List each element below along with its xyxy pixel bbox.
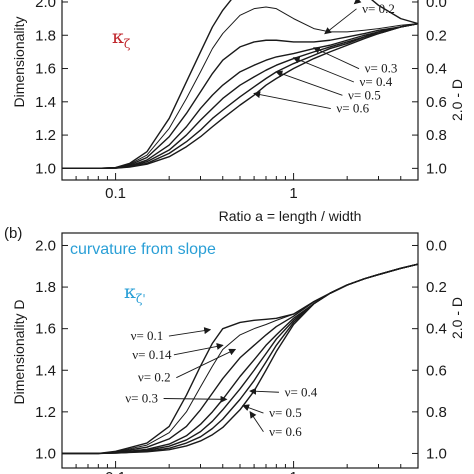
panel-b: 1.01.21.41.61.82.01.00.80.60.40.20.00.11… xyxy=(4,225,465,474)
y2-tick-label: 0.6 xyxy=(426,94,447,111)
panel-a-series-line-2 xyxy=(62,22,418,170)
x-tick-label: 0.1 xyxy=(105,469,126,474)
panel-a-kappa-sub: ζ xyxy=(124,37,131,51)
y2-tick-label: 0.0 xyxy=(426,0,447,11)
nu-arrow xyxy=(163,395,228,403)
nu-label: ν= 0.1 xyxy=(131,328,164,343)
nu-arrow xyxy=(275,70,343,96)
panel-b-annotations: ν= 0.1 ν= 0.14 ν= 0.2 ν= 0.4 ν= 0.3 ν= 0.5 ν= … xyxy=(125,327,318,439)
y-tick-label: 2.0 xyxy=(35,237,56,254)
nu-label: ν= 0.5 xyxy=(269,405,302,420)
y-tick-label: 1.2 xyxy=(35,127,56,144)
y-tick-label: 1.6 xyxy=(35,321,56,338)
panel-b-y-axis-title: Dimensionality D xyxy=(11,299,27,404)
panel-a-annotations: ν= 0.14ν= 0.2ν= 0.3ν= 0.4ν= 0.5ν= 0.6 xyxy=(253,0,398,116)
panel-a-series-line-6 xyxy=(62,22,418,170)
y-tick-label: 1.4 xyxy=(35,94,56,111)
nu-arrow xyxy=(249,411,264,433)
nu-label: ν= 0.4 xyxy=(285,384,318,399)
nu-arrow xyxy=(168,327,212,337)
panel-b-kappa-sub: ζ' xyxy=(136,292,146,306)
x-tick-label: 1 xyxy=(289,185,297,202)
y2-tick-label: 0.6 xyxy=(426,362,447,379)
y2-tick-label: 0.8 xyxy=(426,404,447,421)
panel-a-y-axis-title: Dimensionality xyxy=(11,16,27,107)
panel-a-kappa-symbol: κζ xyxy=(112,26,131,51)
nu-label: ν= 0.14 xyxy=(132,347,172,362)
x-tick-label: 1 xyxy=(289,469,297,474)
panel-b-series-line-2 xyxy=(62,263,418,455)
panel-b-letter: (b) xyxy=(4,225,22,242)
y2-tick-label: 1.0 xyxy=(426,160,447,177)
x-tick-label: 0.1 xyxy=(105,185,126,202)
nu-arrow xyxy=(292,56,355,83)
nu-arrow xyxy=(176,348,237,379)
panel-b-ticks: 1.0 1.2 1.4 1.6 1.8 2.0 1.0 0.8 0.6 0.4 0.2 0.0 0.1 1 xyxy=(35,237,447,474)
nu-arrow xyxy=(324,8,357,35)
y-tick-label: 1.6 xyxy=(35,61,56,78)
y-tick-label: 1.8 xyxy=(35,27,56,44)
panel-a-ticks: 1.0 1.2 1.4 1.6 1.8 2.0 1.0 0.8 0.6 0.4 0.2 0.0 0.1 1 xyxy=(35,0,447,202)
panel-b-title: curvature from slope xyxy=(70,241,216,258)
panel-b-kappa-main: κ xyxy=(124,281,136,303)
nu-arrow xyxy=(242,404,264,414)
nu-label: ν= 0.2 xyxy=(138,370,171,385)
nu-label: ν= 0.4 xyxy=(360,74,393,89)
panel-a-y2-axis-title: 2.0 - D xyxy=(449,79,465,121)
panel-a-series-line-3 xyxy=(62,22,418,170)
nu-arrow xyxy=(173,343,224,356)
nu-label: ν= 0.6 xyxy=(269,424,302,439)
panel-a-kappa-main: κ xyxy=(112,26,124,48)
panel-a: 1.01.21.41.61.82.01.00.80.60.40.20.00.1 1… xyxy=(11,0,465,224)
nu-label: ν= 0.3 xyxy=(365,61,398,76)
panel-b-y2-axis-title: 2.0 - D xyxy=(449,297,465,339)
panel-b-kappa-symbol: κζ' xyxy=(124,281,146,306)
nu-label: ν= 0.2 xyxy=(362,1,395,16)
panel-a-x-axis-title: Ratio a = length / width xyxy=(219,208,362,224)
nu-label: ν= 0.5 xyxy=(348,87,381,102)
nu-label: ν= 0.6 xyxy=(336,101,369,116)
y2-tick-label: 0.4 xyxy=(426,61,447,78)
panel-a-series-line-1 xyxy=(62,6,418,169)
y-tick-label: 1.0 xyxy=(35,445,56,462)
y2-tick-label: 1.0 xyxy=(426,445,447,462)
y2-tick-label: 0.4 xyxy=(426,321,447,338)
nu-arrow xyxy=(312,47,360,70)
panel-a-curves xyxy=(62,0,418,170)
y2-tick-label: 0.2 xyxy=(426,279,447,296)
panel-b-frame xyxy=(61,232,419,469)
y2-tick-label: 0.8 xyxy=(426,127,447,144)
panel-a-series-line-0 xyxy=(62,0,418,170)
nu-label: ν= 0.3 xyxy=(125,390,158,405)
y-tick-label: 1.2 xyxy=(35,404,56,421)
panel-a-series-line-4 xyxy=(62,22,418,170)
panel-b-curves xyxy=(62,263,418,455)
nu-arrow xyxy=(353,0,362,5)
y2-tick-label: 0.0 xyxy=(426,237,447,254)
y-tick-label: 1.8 xyxy=(35,279,56,296)
y-tick-label: 2.0 xyxy=(35,0,56,11)
y2-tick-label: 0.2 xyxy=(426,27,447,44)
nu-arrow xyxy=(249,387,279,395)
y-tick-label: 1.4 xyxy=(35,362,56,379)
plot-frame xyxy=(61,232,419,469)
y-tick-label: 1.0 xyxy=(35,160,56,177)
nu-arrow xyxy=(253,91,331,110)
